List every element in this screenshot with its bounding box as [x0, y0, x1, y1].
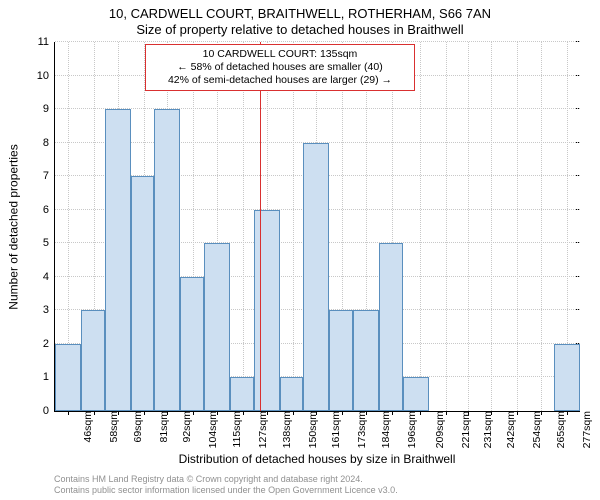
grid-line-v [491, 42, 492, 411]
x-tick-label: 69sqm [130, 411, 144, 443]
y-tick-label: 4 [43, 271, 55, 283]
histogram-bar [81, 310, 105, 411]
x-tick-label: 127sqm [255, 411, 269, 448]
histogram-bar [154, 109, 180, 411]
histogram-bar [403, 377, 429, 411]
grid-line-v [541, 42, 542, 411]
x-tick-label: 58sqm [106, 411, 120, 443]
property-size-chart: 10, CARDWELL COURT, BRAITHWELL, ROTHERHA… [0, 0, 600, 500]
footer-line2: Contains public sector information licen… [54, 485, 580, 496]
histogram-bar [204, 243, 230, 411]
histogram-bar [180, 277, 204, 411]
y-tick-label: 2 [43, 338, 55, 350]
histogram-bar [554, 344, 580, 411]
histogram-bar [303, 143, 329, 411]
plot-area: 0123456789101146sqm58sqm69sqm81sqm92sqm1… [54, 42, 580, 412]
x-axis-label: Distribution of detached houses by size … [54, 452, 580, 466]
x-tick-label: 184sqm [378, 411, 392, 448]
annotation-box: 10 CARDWELL COURT: 135sqm← 58% of detach… [145, 44, 415, 91]
annotation-line1: 10 CARDWELL COURT: 135sqm [152, 48, 408, 61]
annotation-line2: ← 58% of detached houses are smaller (40… [152, 61, 408, 74]
chart-title-line1: 10, CARDWELL COURT, BRAITHWELL, ROTHERHA… [0, 6, 600, 21]
grid-line-v [243, 42, 244, 411]
grid-line-v [420, 42, 421, 411]
x-tick-label: 138sqm [279, 411, 293, 448]
y-tick-label: 0 [43, 405, 55, 417]
y-axis-label: Number of detached properties [6, 42, 22, 412]
x-tick-label: 81sqm [156, 411, 170, 443]
x-tick-label: 92sqm [179, 411, 193, 443]
footer-line1: Contains HM Land Registry data © Crown c… [54, 474, 580, 485]
grid-line-v [517, 42, 518, 411]
reference-line [260, 42, 261, 411]
x-tick-label: 254sqm [529, 411, 543, 448]
x-tick-label: 242sqm [503, 411, 517, 448]
y-tick-label: 1 [43, 371, 55, 383]
x-tick-label: 173sqm [354, 411, 368, 448]
y-tick-label: 6 [43, 204, 55, 216]
x-tick-label: 209sqm [432, 411, 446, 448]
grid-line-h [55, 108, 580, 109]
x-tick-label: 277sqm [579, 411, 593, 448]
y-tick-label: 5 [43, 237, 55, 249]
histogram-bar [379, 243, 403, 411]
footer-attribution: Contains HM Land Registry data © Crown c… [54, 474, 580, 496]
x-tick-label: 196sqm [404, 411, 418, 448]
y-tick-label: 8 [43, 137, 55, 149]
x-tick-label: 115sqm [229, 411, 243, 448]
histogram-bar [230, 377, 254, 411]
x-tick-label: 265sqm [553, 411, 567, 448]
y-tick-label: 9 [43, 103, 55, 115]
histogram-bar [105, 109, 131, 411]
x-tick-label: 161sqm [328, 411, 342, 448]
annotation-line3: 42% of semi-detached houses are larger (… [152, 74, 408, 87]
histogram-bar [280, 377, 304, 411]
histogram-bar [131, 176, 155, 411]
y-tick-label: 3 [43, 304, 55, 316]
y-tick-label: 11 [38, 36, 55, 48]
x-tick-label: 150sqm [305, 411, 319, 448]
x-tick-label: 231sqm [480, 411, 494, 448]
grid-line-v [446, 42, 447, 411]
x-tick-label: 46sqm [80, 411, 94, 443]
histogram-bar [254, 210, 280, 411]
y-tick-label: 7 [43, 170, 55, 182]
histogram-bar [55, 344, 81, 411]
x-tick-label: 221sqm [458, 411, 472, 448]
grid-line-v [468, 42, 469, 411]
chart-title-line2: Size of property relative to detached ho… [0, 22, 600, 37]
histogram-bar [353, 310, 379, 411]
x-tick-label: 104sqm [205, 411, 219, 448]
grid-line-h [55, 41, 580, 42]
histogram-bar [329, 310, 353, 411]
y-tick-label: 10 [37, 70, 55, 82]
grid-line-v [293, 42, 294, 411]
